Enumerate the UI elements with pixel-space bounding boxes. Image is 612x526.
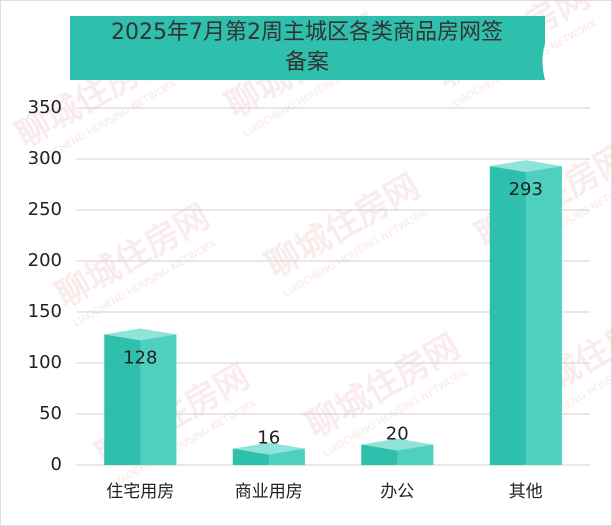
chart-title: 2025年7月第2周主城区各类商品房网签 <box>111 20 503 45</box>
x-tick-label: 住宅用房 <box>106 482 174 502</box>
y-tick-label: 200 <box>28 250 62 271</box>
bar-top <box>232 442 305 455</box>
value-label: 16 <box>257 428 280 449</box>
bar-top <box>104 328 177 341</box>
bar-side <box>397 444 434 465</box>
bar-side <box>525 166 562 465</box>
y-tick-label: 100 <box>28 352 62 373</box>
chart-title: 备案 <box>285 50 329 75</box>
bar-top <box>361 438 434 451</box>
bar-side <box>140 334 177 465</box>
y-tick-label: 250 <box>28 199 62 220</box>
value-label: 20 <box>386 424 409 445</box>
y-tick-label: 350 <box>28 97 62 118</box>
x-tick-label: 商业用房 <box>235 482 303 502</box>
y-tick-label: 150 <box>28 301 62 322</box>
value-label: 128 <box>123 347 157 368</box>
y-tick-label: 300 <box>28 148 62 169</box>
x-tick-label: 办公 <box>380 482 414 502</box>
x-tick-label: 其他 <box>509 482 543 502</box>
bar-top <box>489 160 562 173</box>
y-tick-label: 0 <box>51 454 62 475</box>
title-banner <box>70 16 545 80</box>
y-tick-label: 50 <box>39 403 62 424</box>
value-label: 293 <box>509 179 543 200</box>
